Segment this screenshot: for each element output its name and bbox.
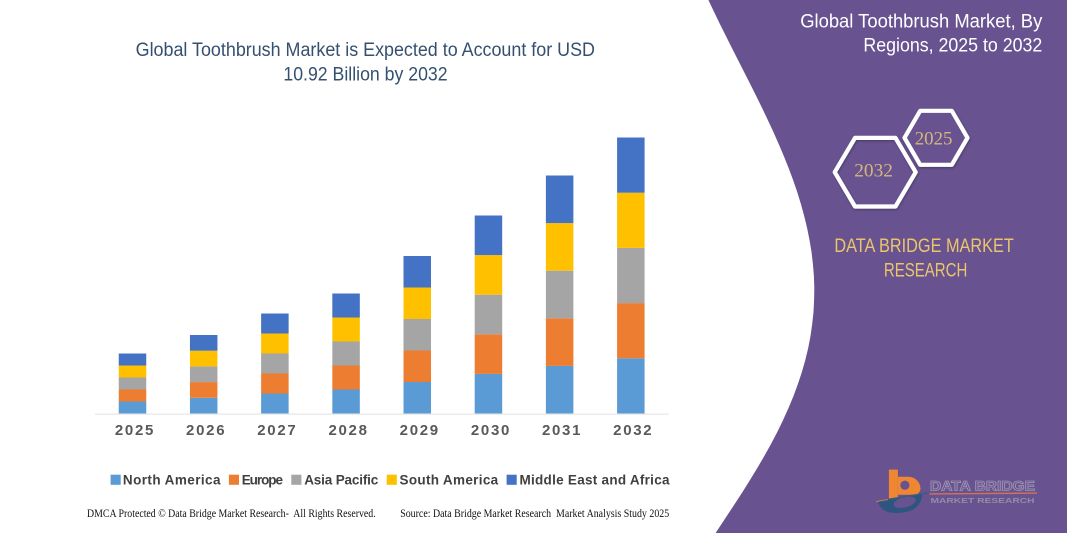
svg-text:2026: 2026 [186,422,225,439]
svg-text:MARKET RESEARCH: MARKET RESEARCH [931,496,1035,505]
svg-text:RESEARCH: RESEARCH [884,260,968,282]
svg-text:DATA BRIDGE: DATA BRIDGE [930,478,1035,493]
svg-text:2029: 2029 [400,422,439,439]
svg-text:North America: North America [123,472,221,487]
svg-text:DATA BRIDGE MARKET: DATA BRIDGE MARKET [834,235,1013,257]
svg-text:2027: 2027 [257,422,296,439]
svg-text:2032: 2032 [854,161,893,182]
svg-text:DMCA Protected © Data Bridge M: DMCA Protected © Data Bridge Market Rese… [87,506,376,520]
svg-text:2025: 2025 [915,130,953,150]
svg-text:South America: South America [400,472,499,487]
svg-text:2032: 2032 [613,422,652,439]
svg-text:Global Toothbrush Market is Ex: Global Toothbrush Market is Expected to … [136,40,595,61]
svg-text:10.92 Billion by 2032: 10.92 Billion by 2032 [283,65,447,86]
svg-text:2031: 2031 [542,422,581,439]
svg-text:Source: Data Bridge Market Res: Source: Data Bridge Market Research Mark… [400,506,669,520]
svg-text:Middle East and Africa: Middle East and Africa [520,472,670,487]
svg-text:Europe: Europe [242,472,284,487]
svg-text:2028: 2028 [328,422,367,439]
svg-text:2030: 2030 [471,422,509,439]
svg-text:Regions, 2025 to 2032: Regions, 2025 to 2032 [863,36,1042,57]
svg-text:Asia Pacific: Asia Pacific [304,472,379,487]
svg-text:2025: 2025 [115,422,154,439]
svg-text:Global Toothbrush Market, By: Global Toothbrush Market, By [800,11,1043,32]
